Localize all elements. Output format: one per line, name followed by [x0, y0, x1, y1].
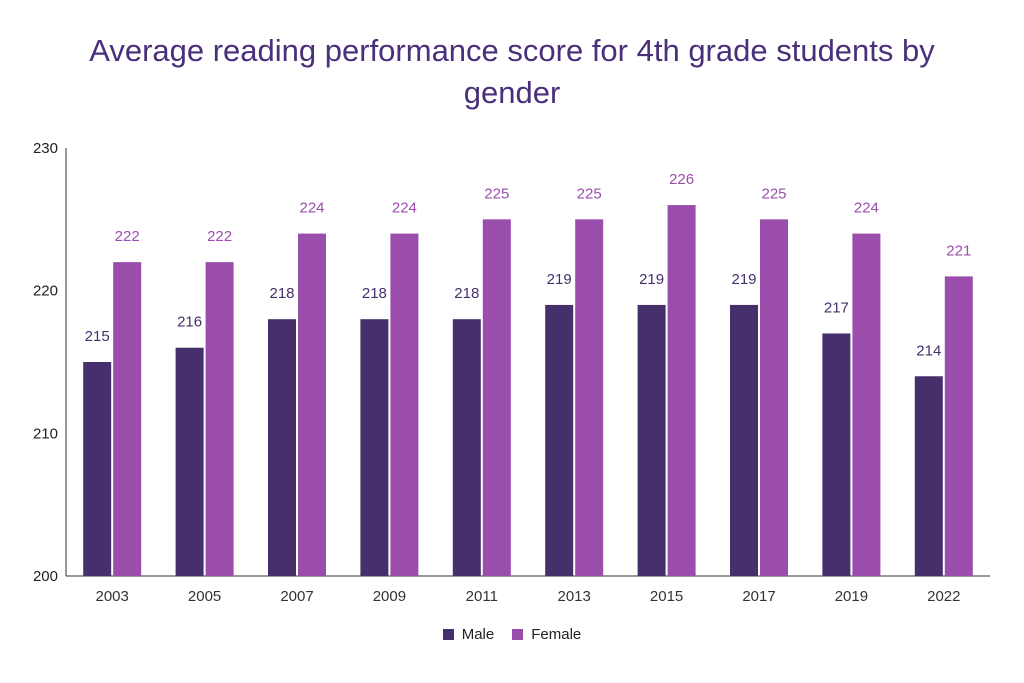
data-label-female-2015: 226: [669, 171, 694, 188]
bar-male-2005: [175, 347, 204, 576]
legend-swatch-male: [442, 629, 454, 640]
data-label-female-2011: 225: [484, 185, 509, 202]
x-tick-label-2003: 2003: [96, 588, 129, 605]
bar-male-2015: [637, 304, 666, 576]
data-label-female-2009: 224: [392, 200, 417, 217]
bar-male-2007: [268, 319, 296, 576]
bar-female-2013: [575, 219, 604, 577]
bar-female-2022: [944, 276, 973, 576]
legend: Male Female: [0, 626, 1024, 643]
bar-male-2013: [545, 304, 574, 576]
y-tick-label: 210: [33, 425, 58, 442]
bar-female-2009: [390, 233, 419, 576]
data-label-male-2019: 217: [824, 299, 849, 316]
data-label-male-2005: 216: [177, 314, 202, 331]
legend-label-female: Female: [531, 626, 582, 643]
legend-label-male: Male: [461, 626, 495, 643]
data-label-female-2019: 224: [854, 200, 879, 217]
y-tick-label: 200: [33, 568, 58, 585]
x-tick-label-2017: 2017: [742, 588, 775, 605]
bar-male-2011: [452, 319, 481, 576]
bar-female-2005: [205, 262, 234, 576]
plot-area: 200 210 220 230 215 222 2003 216 222 2005 218 224 20…: [33, 140, 990, 605]
data-label-female-2022: 221: [946, 242, 971, 259]
data-label-female-2007: 224: [299, 200, 324, 217]
data-label-female-2003: 222: [115, 228, 140, 245]
x-tick-label-2015: 2015: [650, 588, 683, 605]
x-tick-label-2011: 2011: [466, 588, 498, 605]
data-label-male-2017: 219: [731, 271, 756, 288]
data-label-female-2013: 225: [577, 185, 602, 202]
data-label-female-2005: 222: [207, 228, 232, 245]
bar-female-2019: [852, 233, 881, 576]
bar-male-2003: [83, 362, 112, 576]
x-tick-label-2019: 2019: [835, 588, 868, 605]
data-label-male-2013: 219: [547, 271, 572, 288]
bar-female-2007: [298, 233, 326, 576]
chart-title: Average reading performance score for 4t…: [89, 33, 935, 110]
legend-item-female: Female: [512, 626, 581, 643]
data-label-male-2022: 214: [916, 342, 941, 359]
bar-male-2009: [360, 319, 389, 576]
data-label-female-2017: 225: [761, 185, 786, 202]
data-label-male-2011: 218: [454, 285, 479, 302]
x-tick-label-2009: 2009: [373, 588, 406, 605]
y-tick-label: 220: [33, 283, 58, 300]
y-tick-label: 230: [33, 140, 58, 157]
bar-female-2003: [113, 262, 142, 576]
bar-male-2022: [914, 376, 943, 576]
legend-swatch-female: [512, 629, 524, 640]
data-label-male-2009: 218: [362, 285, 387, 302]
x-tick-label-2005: 2005: [188, 588, 221, 605]
bar-male-2019: [822, 333, 851, 576]
data-label-male-2015: 219: [639, 271, 664, 288]
x-tick-label-2007: 2007: [280, 588, 313, 605]
data-label-male-2007: 218: [269, 285, 294, 302]
bar-female-2011: [482, 219, 511, 577]
data-label-male-2003: 215: [85, 328, 110, 345]
bar-male-2017: [730, 304, 758, 576]
legend-item-male: Male: [442, 626, 495, 643]
bar-female-2017: [760, 219, 788, 577]
x-tick-label-2013: 2013: [558, 588, 591, 605]
x-tick-label-2022: 2022: [927, 588, 960, 605]
bar-female-2015: [667, 205, 696, 577]
